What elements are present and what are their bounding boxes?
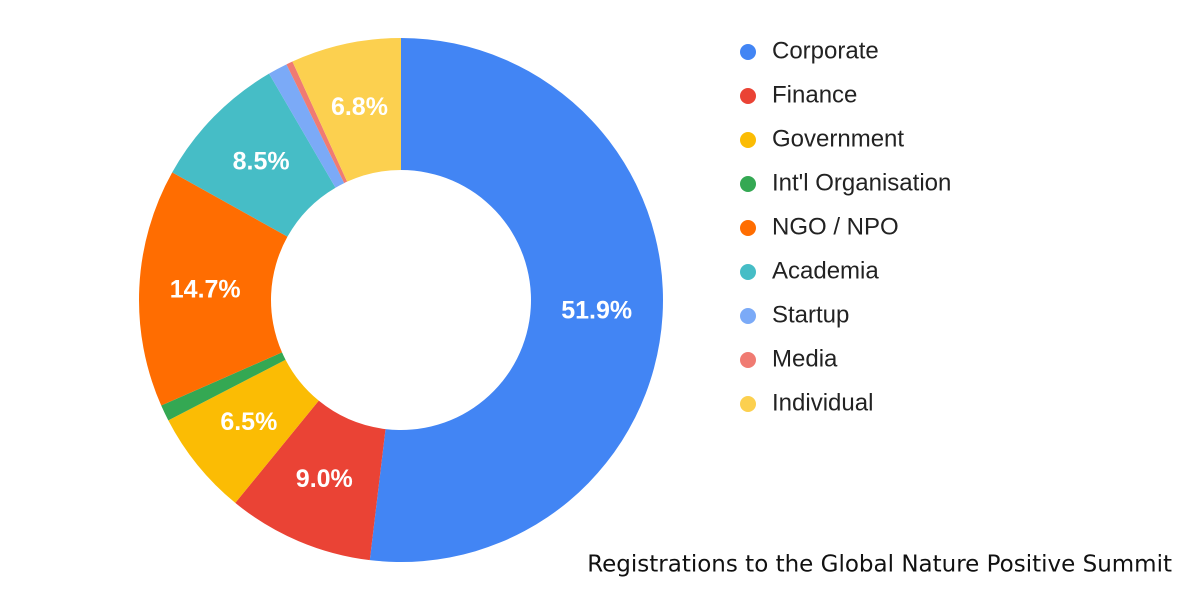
- legend-swatch: [740, 132, 756, 148]
- donut-slice: [172, 73, 336, 237]
- slice-label: 8.5%: [233, 147, 290, 175]
- donut-slice: [269, 64, 345, 188]
- legend-swatch: [740, 264, 756, 280]
- legend-label: NGO / NPO: [772, 213, 899, 240]
- slice-label: 9.0%: [296, 465, 353, 493]
- slice-label: 14.7%: [170, 275, 241, 303]
- slice-label: 6.8%: [331, 93, 388, 121]
- donut-slice: [286, 61, 348, 184]
- legend-swatch: [740, 220, 756, 236]
- legend-swatch: [740, 88, 756, 104]
- legend-swatch: [740, 396, 756, 412]
- chart-caption: Registrations to the Global Nature Posit…: [587, 552, 1172, 578]
- donut-slice: [168, 359, 319, 503]
- legend-label: Startup: [772, 301, 849, 328]
- legend-label: Finance: [772, 81, 857, 108]
- legend-label: Academia: [772, 257, 879, 284]
- donut-slice: [292, 38, 401, 182]
- slice-label: 6.5%: [220, 408, 277, 436]
- legend-label: Individual: [772, 389, 873, 416]
- legend-label: Government: [772, 125, 904, 152]
- donut-slice: [235, 400, 386, 561]
- legend-swatch: [740, 176, 756, 192]
- slice-label: 51.9%: [561, 296, 632, 324]
- legend-label: Int'l Organisation: [772, 169, 951, 196]
- legend-swatch: [740, 352, 756, 368]
- legend-label: Corporate: [772, 37, 879, 64]
- donut-slice: [161, 352, 286, 421]
- legend-swatch: [740, 44, 756, 60]
- legend-label: Media: [772, 345, 838, 372]
- donut-slice: [369, 38, 663, 562]
- donut-slice: [139, 172, 288, 406]
- legend-swatch: [740, 308, 756, 324]
